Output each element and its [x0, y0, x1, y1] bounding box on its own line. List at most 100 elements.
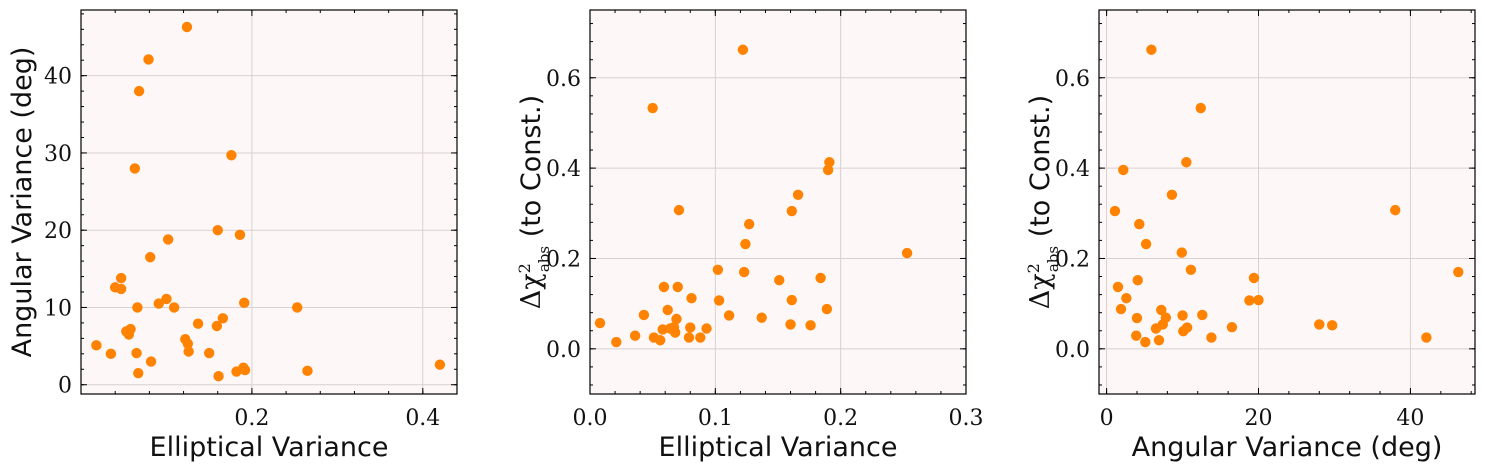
y-tick-label: 20	[44, 219, 72, 244]
panel-delta-chi2-vs-elliptical: 0.0 0.1 0.2 0.3 0.0 0.2 0.4 0.6 Elliptical Varia…	[515, 9, 984, 463]
data-point	[162, 234, 174, 245]
data-point	[686, 293, 697, 304]
data-point	[824, 157, 835, 168]
y-axis-label-superscript: 2	[1024, 263, 1043, 273]
data-point	[302, 365, 313, 377]
data-point	[723, 310, 735, 321]
data-point	[145, 252, 156, 263]
x-tick-label: 0.3	[949, 406, 984, 431]
y-axis-label-symbol: Δχ	[516, 273, 547, 309]
y-tick-label: 0.2	[1055, 247, 1090, 272]
panel-delta-chi2-vs-angular: 0 20 40 0.0 0.2 0.4 0.6 Angular Variance (deg) Δ…	[1024, 9, 1476, 463]
y-tick-label: 0.2	[546, 247, 581, 272]
data-point	[673, 204, 685, 216]
data-point	[1153, 335, 1165, 346]
data-point	[1140, 336, 1151, 348]
x-tick-label: 0.2	[823, 406, 858, 431]
y-tick-label: 0.6	[546, 67, 581, 92]
plot-background	[81, 10, 457, 394]
data-point	[1244, 295, 1255, 306]
data-point	[182, 338, 194, 349]
data-point	[239, 297, 250, 309]
data-point	[785, 319, 796, 330]
data-point	[738, 266, 750, 278]
data-point	[143, 54, 154, 65]
x-tick-label: 40	[1396, 406, 1424, 431]
data-point	[629, 330, 641, 341]
data-point	[133, 367, 144, 379]
data-point	[217, 313, 229, 324]
y-axis-label-suffix: (to Const.)	[516, 95, 547, 246]
data-point	[712, 264, 724, 275]
y-tick-label: 0.0	[1055, 338, 1090, 363]
x-tick-label: 0.1	[698, 406, 733, 431]
data-point	[1195, 102, 1206, 114]
data-point	[125, 323, 136, 335]
data-point	[1132, 274, 1143, 286]
y-tick-label: 0.6	[1055, 67, 1090, 92]
data-point	[815, 272, 826, 284]
data-point	[226, 150, 237, 161]
data-point	[1121, 293, 1132, 304]
data-point	[168, 302, 180, 313]
data-point	[1326, 320, 1338, 331]
data-point	[234, 229, 246, 241]
data-point	[213, 371, 224, 382]
y-axis-label: Angular Variance (deg)	[7, 47, 38, 358]
plot-background	[590, 10, 966, 394]
data-point	[91, 340, 102, 351]
data-point	[1453, 266, 1464, 278]
data-point	[713, 295, 725, 306]
data-point	[131, 347, 142, 359]
x-tick-label: 0	[1100, 406, 1114, 431]
y-tick-label: 10	[44, 296, 72, 321]
axes-frame	[1098, 9, 1476, 395]
data-point	[786, 205, 797, 217]
data-point	[1156, 304, 1167, 316]
plot-background	[1099, 10, 1475, 394]
data-point	[786, 294, 797, 306]
data-point	[1140, 238, 1152, 250]
data-point	[1176, 247, 1187, 258]
axes-frame	[80, 9, 458, 395]
data-point	[740, 238, 751, 250]
x-axis-label: Angular Variance (deg)	[1132, 432, 1443, 463]
data-point	[1112, 281, 1124, 293]
data-point	[792, 189, 804, 200]
data-point	[1390, 204, 1401, 216]
data-point	[203, 347, 215, 359]
data-point	[1146, 44, 1157, 55]
data-point	[1314, 319, 1325, 330]
data-point	[183, 346, 194, 357]
data-point	[292, 302, 303, 313]
x-tick-label: 20	[1245, 406, 1273, 431]
data-point	[161, 293, 172, 305]
data-point	[658, 281, 670, 293]
data-point	[211, 320, 223, 332]
x-axis-label: Elliptical Variance	[150, 432, 389, 463]
data-point	[821, 303, 833, 315]
data-point	[192, 318, 204, 329]
data-point	[1185, 264, 1197, 275]
data-point	[129, 163, 141, 174]
data-point	[1253, 294, 1264, 306]
data-point	[685, 322, 696, 333]
data-point	[145, 356, 157, 367]
data-point	[1131, 312, 1143, 324]
data-point	[1166, 189, 1178, 200]
data-point	[115, 272, 127, 284]
data-point	[638, 309, 650, 321]
data-point	[239, 364, 251, 376]
y-axis-label-subscript: abs	[1044, 246, 1062, 272]
data-point	[1118, 164, 1129, 176]
data-point	[1226, 321, 1238, 333]
data-point	[822, 164, 834, 176]
data-point	[672, 281, 683, 293]
x-axis-label: Elliptical Variance	[659, 432, 898, 463]
y-tick-label: 0	[58, 374, 72, 399]
data-point	[1206, 332, 1217, 343]
data-point	[1134, 218, 1145, 230]
data-point	[212, 225, 223, 236]
y-tick-label: 0.4	[546, 157, 581, 182]
data-point	[647, 102, 658, 114]
